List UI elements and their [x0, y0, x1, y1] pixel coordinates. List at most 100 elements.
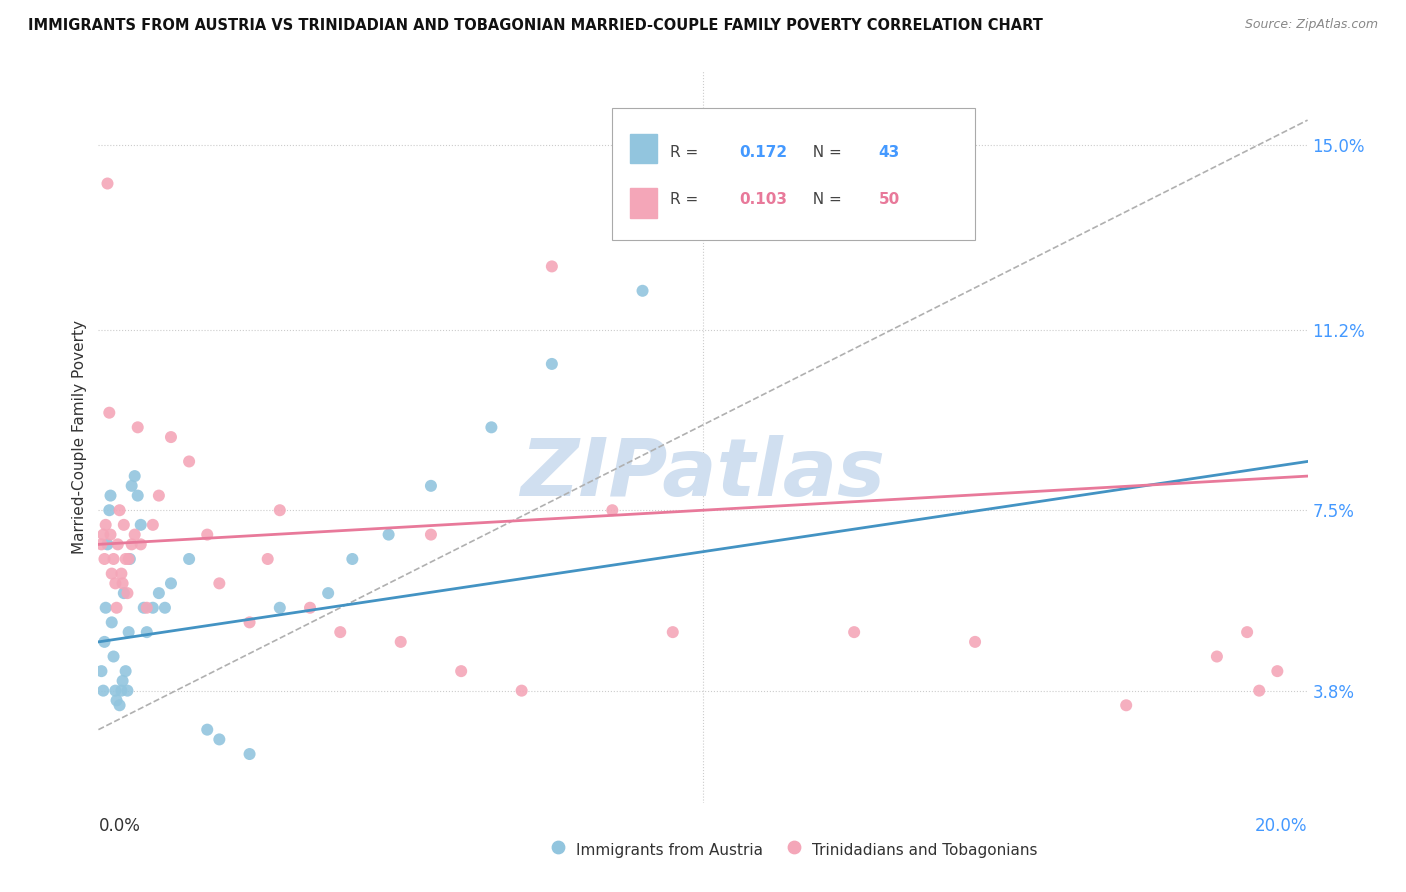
Point [90, 664, 112, 678]
Text: N =: N = [803, 192, 846, 207]
Point [179, 552, 201, 566]
Y-axis label: Married-Couple Family Poverty: Married-Couple Family Poverty [72, 320, 87, 554]
Text: 0.0%: 0.0% [98, 817, 141, 836]
Point [108, 698, 131, 713]
Point [121, 537, 143, 551]
Text: Source: ZipAtlas.com: Source: ZipAtlas.com [1244, 18, 1378, 31]
Text: 20.0%: 20.0% [1256, 817, 1308, 836]
Point [124, 469, 146, 483]
Point [540, 357, 562, 371]
Point [316, 586, 339, 600]
Text: IMMIGRANTS FROM AUSTRIA VS TRINIDADIAN AND TOBAGONIAN MARRIED-COUPLE FAMILY POVE: IMMIGRANTS FROM AUSTRIA VS TRINIDADIAN A… [28, 18, 1043, 33]
Point [135, 625, 157, 640]
Point [160, 576, 183, 591]
Point [121, 479, 143, 493]
Point [510, 683, 533, 698]
Point [118, 552, 141, 566]
Point [94, 517, 117, 532]
Point [135, 600, 157, 615]
Point [1115, 698, 1137, 713]
Text: 50: 50 [879, 192, 900, 207]
Point [420, 527, 443, 541]
Point [965, 635, 987, 649]
Point [100, 527, 122, 541]
Point [1267, 664, 1289, 678]
Bar [630, 188, 657, 218]
Point [661, 625, 683, 640]
Point [98, 503, 121, 517]
Point [114, 552, 136, 566]
Text: N =: N = [803, 145, 846, 160]
Point [299, 600, 322, 615]
Point [129, 537, 152, 551]
Point [93, 635, 115, 649]
Text: Trinidadians and Tobagonians: Trinidadians and Tobagonians [811, 843, 1038, 858]
Point [118, 552, 141, 566]
Point [179, 454, 201, 468]
Text: R =: R = [671, 145, 703, 160]
Text: 0.172: 0.172 [740, 145, 787, 160]
Text: R =: R = [671, 192, 703, 207]
Point [127, 489, 149, 503]
Point [122, 871, 145, 886]
Point [631, 284, 654, 298]
Point [114, 664, 136, 678]
Point [127, 420, 149, 434]
Point [105, 693, 128, 707]
Point [239, 615, 262, 630]
Point [93, 552, 115, 566]
Point [107, 537, 129, 551]
Point [153, 600, 176, 615]
Point [98, 406, 121, 420]
Point [873, 147, 896, 161]
Point [100, 489, 122, 503]
Point [148, 489, 170, 503]
Point [208, 576, 231, 591]
Point [1236, 625, 1258, 640]
Point [111, 576, 134, 591]
Point [105, 600, 128, 615]
Point [342, 552, 364, 566]
Point [195, 723, 218, 737]
Text: Immigrants from Austria: Immigrants from Austria [576, 843, 763, 858]
Point [450, 664, 472, 678]
Point [129, 517, 152, 532]
Point [195, 527, 218, 541]
Point [239, 747, 262, 761]
Point [540, 260, 562, 274]
Point [108, 503, 131, 517]
Point [111, 673, 134, 688]
Point [117, 586, 139, 600]
Point [103, 552, 125, 566]
Point [104, 683, 127, 698]
Point [112, 586, 135, 600]
Point [96, 537, 118, 551]
Point [148, 586, 170, 600]
Point [208, 732, 231, 747]
Point [142, 517, 165, 532]
Point [420, 479, 443, 493]
Text: 43: 43 [879, 145, 900, 160]
Point [96, 177, 118, 191]
Point [269, 600, 291, 615]
Point [103, 649, 125, 664]
Point [110, 683, 132, 698]
Bar [630, 134, 657, 163]
Text: 0.103: 0.103 [740, 192, 787, 207]
Point [112, 517, 135, 532]
Point [104, 576, 127, 591]
Point [1249, 683, 1271, 698]
Point [124, 527, 146, 541]
Point [377, 527, 399, 541]
Point [160, 430, 183, 444]
Point [100, 615, 122, 630]
Point [110, 566, 132, 581]
Point [752, 211, 775, 225]
Point [389, 635, 412, 649]
Point [91, 527, 114, 541]
Point [481, 420, 503, 434]
Point [91, 683, 114, 698]
Point [110, 871, 132, 886]
Point [90, 537, 112, 551]
Text: ZIPatlas: ZIPatlas [520, 434, 886, 513]
